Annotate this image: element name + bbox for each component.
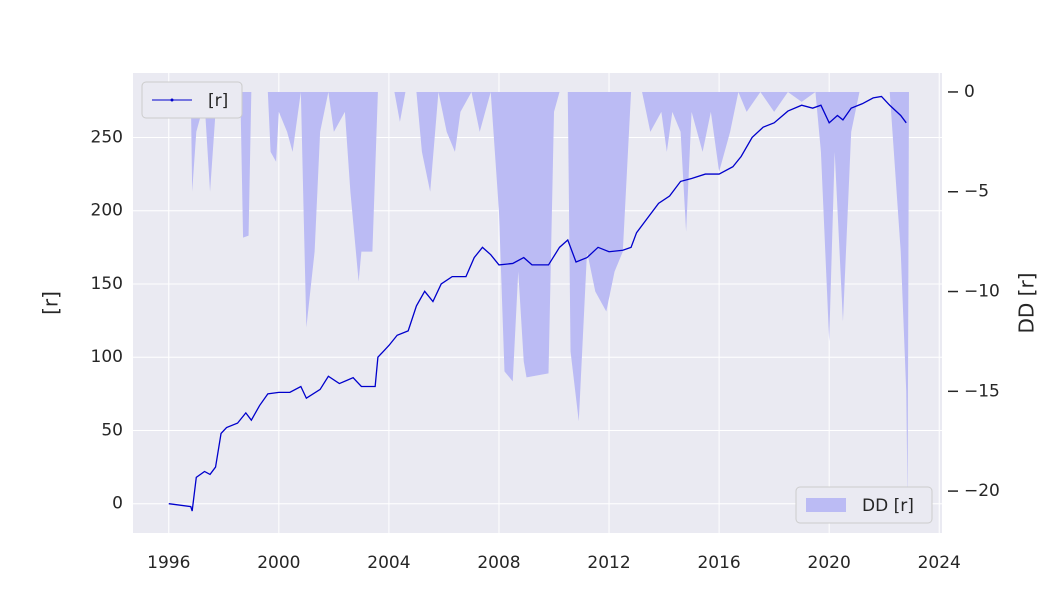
x-tick-label: 2008: [477, 553, 520, 573]
y-tick-label: 50: [101, 420, 123, 440]
x-tick-label: 2000: [257, 553, 300, 573]
y2-axis-label: DD [r]: [1015, 273, 1039, 334]
drawdown-area: [190, 91, 909, 502]
y-tick-label: 200: [91, 201, 123, 221]
legend-marker: [170, 98, 174, 102]
x-tick-label: 2004: [367, 553, 410, 573]
x-tick-label: 2024: [918, 553, 961, 573]
legend-swatch: [806, 498, 846, 512]
legend-box: [795, 486, 933, 524]
legend-label: [r]: [208, 91, 228, 111]
legend-label: DD [r]: [862, 496, 914, 516]
y-tick-label: 100: [91, 347, 123, 367]
y2-tick-label: 0: [964, 82, 975, 102]
y2-tick-label: −10: [964, 282, 1000, 302]
y2-tick-label: −15: [964, 381, 1000, 401]
y-tick-label: 150: [91, 274, 123, 294]
y-tick-label: 250: [91, 127, 123, 147]
y2-tick-label: −5: [964, 182, 989, 202]
x-tick-label: 1996: [147, 553, 190, 573]
x-tick-label: 2016: [697, 553, 740, 573]
series-line: [168, 95, 907, 512]
x-tick-label: 2012: [587, 553, 630, 573]
y-tick-label: 0: [112, 494, 123, 514]
y2-tick-label: −20: [964, 481, 1000, 501]
y-axis-label: [r]: [39, 291, 63, 315]
x-tick-label: 2020: [808, 553, 851, 573]
